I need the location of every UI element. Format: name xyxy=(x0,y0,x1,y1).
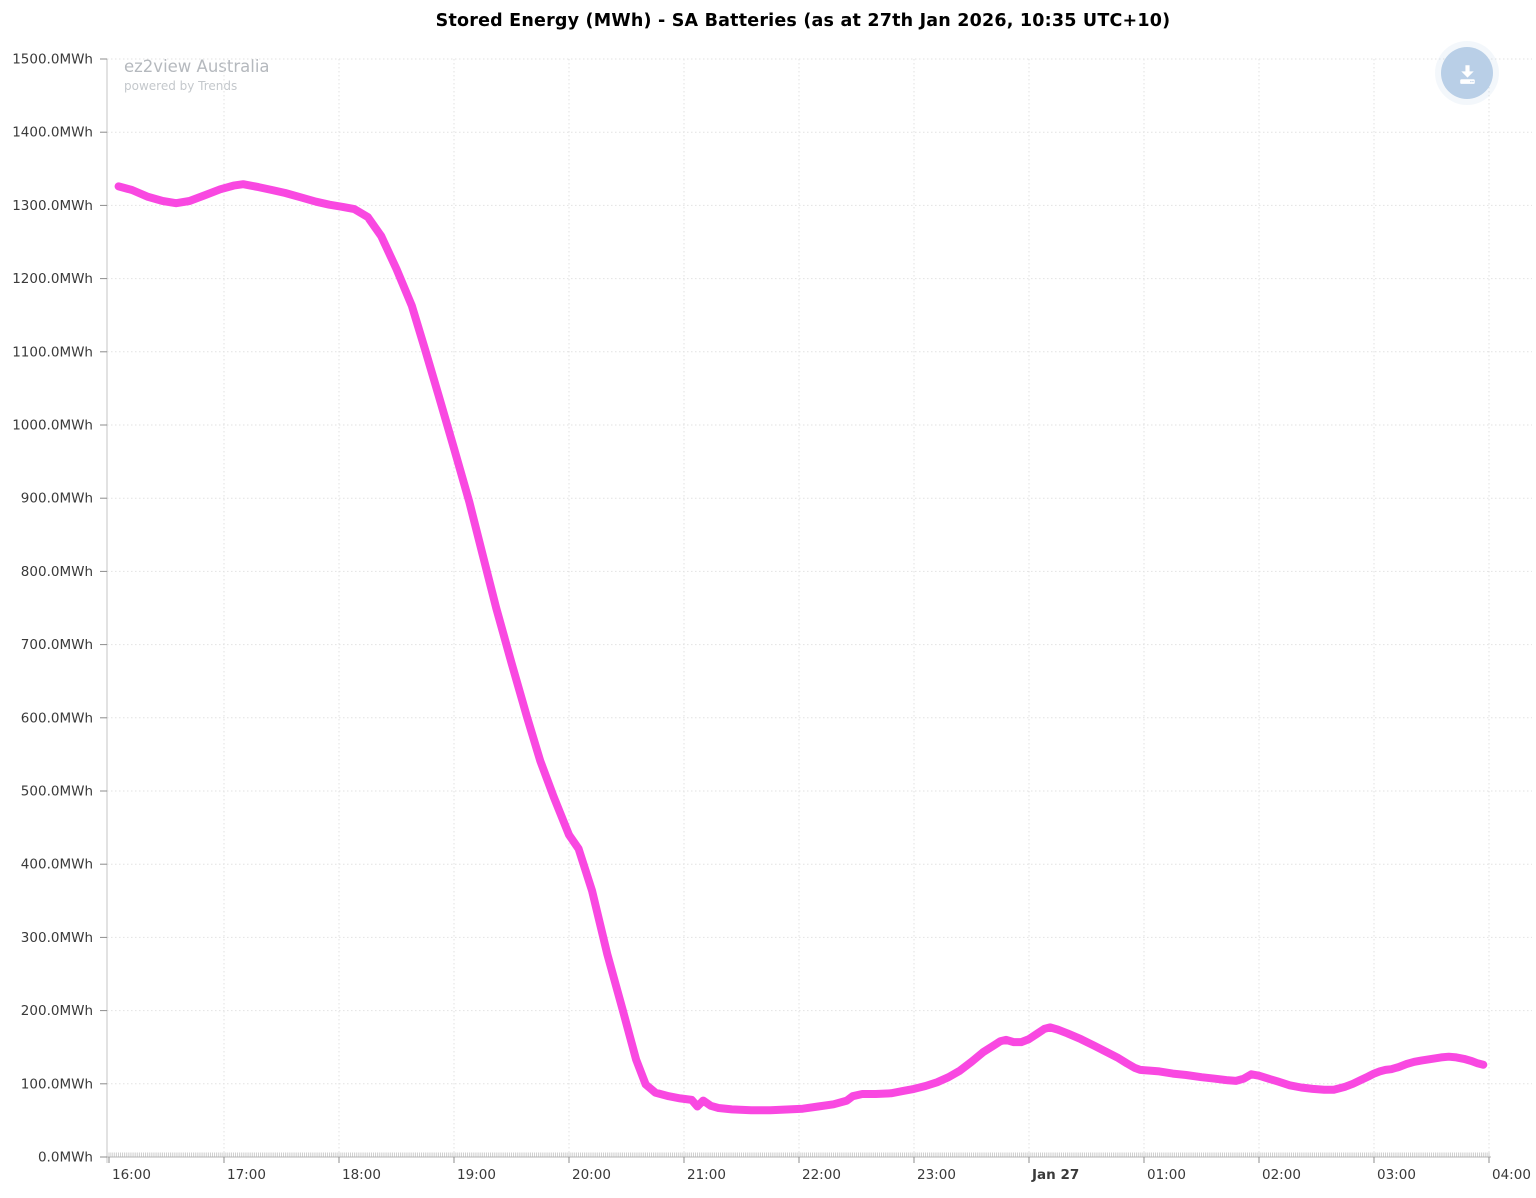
y-tick-label: 200.0MWh xyxy=(21,1003,93,1019)
x-tick-label: 16:00 xyxy=(112,1167,151,1183)
y-tick-label: 1300.0MWh xyxy=(12,198,93,214)
y-tick-label: 1000.0MWh xyxy=(12,418,93,434)
x-tick-label: 22:00 xyxy=(802,1167,841,1183)
x-tick-label: 02:00 xyxy=(1262,1167,1301,1183)
series-line[interactable] xyxy=(114,180,1488,1115)
y-tick-label: 300.0MWh xyxy=(21,930,93,946)
y-tick-label: 1200.0MWh xyxy=(12,271,93,287)
y-tick-label: 1500.0MWh xyxy=(12,52,93,68)
y-tick-label: 500.0MWh xyxy=(21,784,93,800)
x-tick-label: 18:00 xyxy=(342,1167,381,1183)
y-tick-label: 1100.0MWh xyxy=(12,344,93,360)
download-button[interactable] xyxy=(1441,47,1493,99)
chart-title: Stored Energy (MWh) - SA Batteries (as a… xyxy=(435,11,1171,31)
x-tick-label: 03:00 xyxy=(1377,1167,1416,1183)
y-tick-label: 700.0MWh xyxy=(21,637,93,653)
y-tick-label: 400.0MWh xyxy=(21,857,93,873)
x-tick-label: 17:00 xyxy=(227,1167,266,1183)
y-tick-label: 900.0MWh xyxy=(21,491,93,507)
y-tick-label: 600.0MWh xyxy=(21,710,93,726)
x-tick-label: 19:00 xyxy=(457,1167,496,1183)
y-tick-label: 800.0MWh xyxy=(21,564,93,580)
x-tick-label: 21:00 xyxy=(687,1167,726,1183)
y-tick-label: 1400.0MWh xyxy=(12,125,93,141)
x-tick-label: 01:00 xyxy=(1147,1167,1186,1183)
x-tick-label: 20:00 xyxy=(572,1167,611,1183)
x-tick-label: 04:00 xyxy=(1492,1167,1531,1183)
y-tick-label: 100.0MWh xyxy=(21,1076,93,1092)
y-tick-label: 0.0MWh xyxy=(38,1150,93,1166)
x-tick-label: Jan 27 xyxy=(1031,1167,1079,1183)
x-tick-label: 23:00 xyxy=(917,1167,956,1183)
x-minor-ticks xyxy=(108,1152,1490,1157)
download-icon xyxy=(1459,64,1475,84)
